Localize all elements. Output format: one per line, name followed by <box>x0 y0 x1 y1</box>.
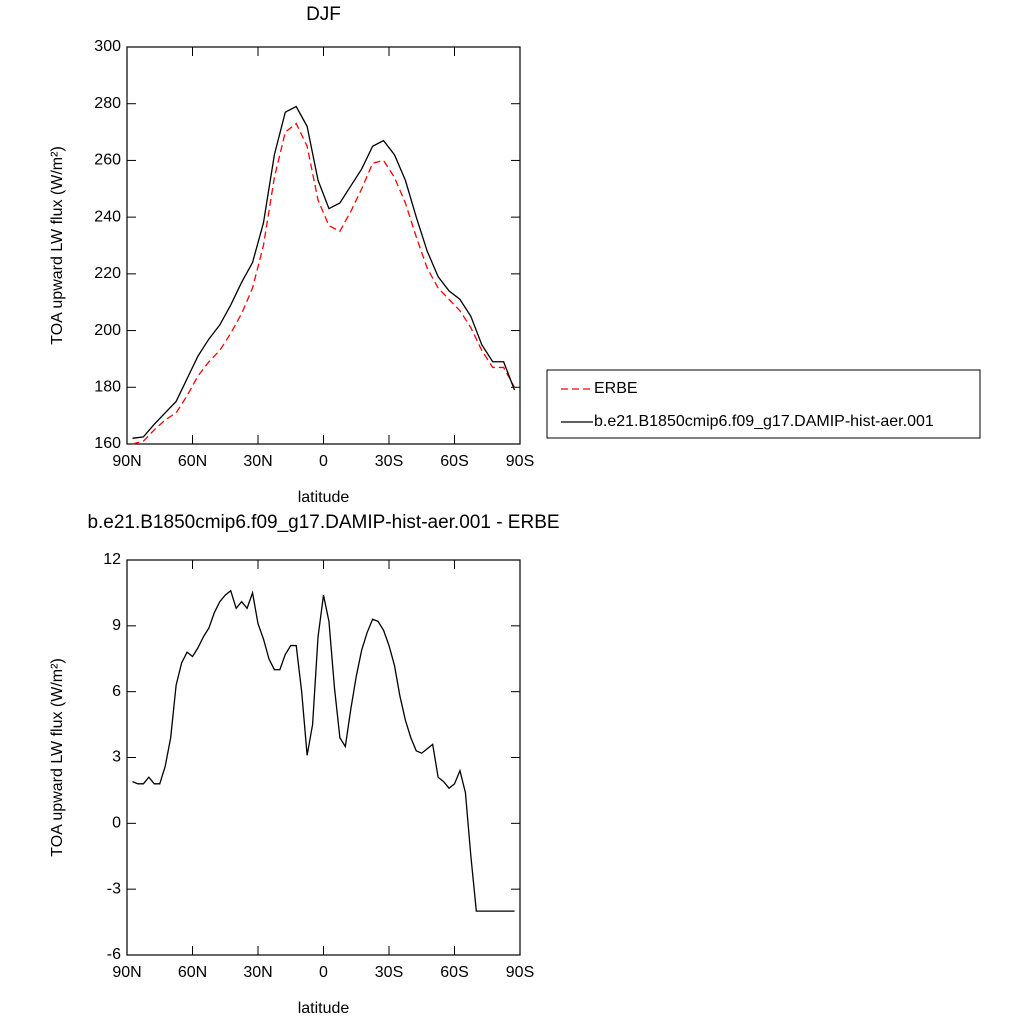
y-tick-label: 200 <box>94 322 121 339</box>
plot-frame <box>126 559 521 956</box>
y-tick-label: 280 <box>94 95 121 112</box>
y-tick-label: -3 <box>107 880 121 897</box>
y-tick-label: 260 <box>94 152 121 169</box>
y-tick-label: -6 <box>107 946 121 963</box>
y-tick-label: 3 <box>112 749 121 766</box>
data-line <box>132 122 516 445</box>
chart-title: b.e21.B1850cmip6.f09_g17.DAMIP-hist-aer.… <box>87 512 559 533</box>
data-line <box>132 105 516 439</box>
x-tick-label: 90S <box>506 964 534 981</box>
y-tick-label: 12 <box>103 551 121 568</box>
x-tick-label: 0 <box>319 453 328 470</box>
y-tick-label: 180 <box>94 379 121 396</box>
y-tick-label: 0 <box>112 815 121 832</box>
y-tick-label: 220 <box>94 265 121 282</box>
y-tick-label: 240 <box>94 208 121 225</box>
y-tick-label: 300 <box>94 38 121 55</box>
data-line <box>132 589 515 912</box>
y-axis-label: TOA upward LW flux (W/m²) <box>49 146 66 345</box>
x-tick-label: 90N <box>112 964 141 981</box>
x-tick-label: 90N <box>112 453 141 470</box>
legend-label: ERBE <box>594 380 638 397</box>
legend-box <box>546 369 981 439</box>
y-tick-label: 9 <box>112 617 121 634</box>
x-axis-label: latitude <box>298 1000 350 1017</box>
x-tick-label: 60N <box>178 453 207 470</box>
x-tick-label: 30S <box>375 964 403 981</box>
y-tick-label: 6 <box>112 683 121 700</box>
x-tick-label: 30S <box>375 453 403 470</box>
plot-frame <box>126 46 521 445</box>
y-axis-label: TOA upward LW flux (W/m²) <box>49 658 66 857</box>
x-tick-label: 30N <box>243 964 272 981</box>
x-tick-label: 60S <box>440 453 468 470</box>
x-tick-label: 0 <box>319 964 328 981</box>
x-tick-label: 90S <box>506 453 534 470</box>
x-axis-label: latitude <box>298 489 350 506</box>
x-tick-label: 30N <box>243 453 272 470</box>
x-tick-label: 60N <box>178 964 207 981</box>
y-tick-label: 160 <box>94 435 121 452</box>
chart-title: DJF <box>306 4 341 25</box>
x-tick-label: 60S <box>440 964 468 981</box>
legend-label: b.e21.B1850cmip6.f09_g17.DAMIP-hist-aer.… <box>594 413 934 430</box>
